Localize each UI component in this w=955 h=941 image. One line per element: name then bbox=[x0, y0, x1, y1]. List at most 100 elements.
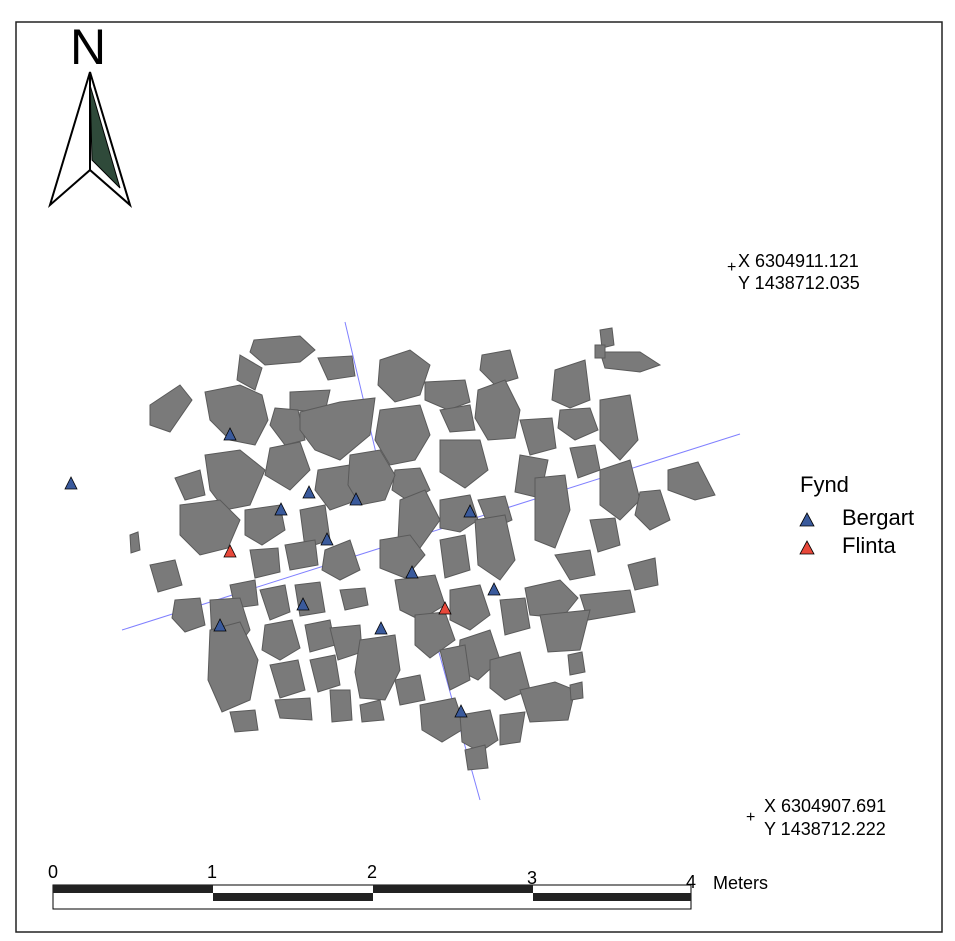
north-arrow-right-half bbox=[89, 71, 132, 209]
finds-layer bbox=[64, 427, 501, 718]
stone bbox=[551, 359, 591, 409]
stone bbox=[439, 439, 489, 489]
stone bbox=[474, 379, 521, 441]
stone bbox=[359, 699, 385, 723]
stone-layer bbox=[129, 327, 716, 771]
coordinate-y: Y 1438712.222 bbox=[764, 819, 886, 839]
scale-bar-segment bbox=[213, 893, 373, 901]
stone bbox=[394, 574, 446, 621]
scale-tick-1: 1 bbox=[207, 862, 217, 882]
find-marker-bergart bbox=[223, 427, 237, 441]
stone bbox=[317, 355, 356, 381]
stone bbox=[204, 449, 266, 511]
stone bbox=[264, 441, 311, 491]
find-marker-bergart bbox=[296, 597, 310, 611]
coordinate-x: X 6304907.691 bbox=[764, 796, 886, 816]
scale-tick-4: 4 bbox=[686, 872, 696, 892]
scale-bar: 0 1 2 3 4 Meters bbox=[48, 862, 768, 910]
find-marker-bergart bbox=[349, 492, 363, 506]
legend-symbol-bergart bbox=[799, 512, 815, 527]
coordinate-y: Y 1438712.035 bbox=[738, 273, 860, 293]
stone bbox=[261, 619, 301, 661]
stone bbox=[524, 579, 579, 619]
stone bbox=[667, 461, 716, 501]
stone bbox=[354, 634, 401, 701]
coordinate-label-top: + X 6304911.121 Y 1438712.035 bbox=[727, 251, 860, 293]
survey-line-ns-north bbox=[344, 321, 381, 471]
stone bbox=[229, 709, 259, 733]
stone bbox=[599, 459, 641, 521]
find-marker-bergart bbox=[487, 582, 501, 596]
stone bbox=[299, 397, 376, 461]
stone bbox=[129, 531, 141, 554]
stone bbox=[567, 651, 586, 676]
stone bbox=[557, 407, 599, 441]
stone bbox=[419, 697, 466, 743]
stone bbox=[439, 644, 471, 691]
find-marker-bergart bbox=[64, 476, 78, 490]
stone bbox=[249, 335, 316, 366]
coordinate-marker: + bbox=[746, 809, 755, 826]
stone bbox=[599, 327, 615, 349]
stone bbox=[294, 581, 326, 617]
stone bbox=[204, 384, 269, 446]
find-marker-bergart bbox=[213, 618, 227, 632]
stone bbox=[174, 469, 206, 501]
scale-unit: Meters bbox=[713, 873, 768, 893]
stone bbox=[149, 559, 183, 593]
stone bbox=[499, 711, 526, 746]
stone bbox=[329, 689, 353, 723]
stone bbox=[397, 489, 441, 549]
stone bbox=[179, 499, 241, 556]
scale-tick-3: 3 bbox=[527, 868, 537, 888]
scale-bar-segment bbox=[533, 893, 691, 901]
legend-label-flinta: Flinta bbox=[842, 533, 897, 558]
legend-title: Fynd bbox=[800, 472, 849, 497]
north-arrow: N bbox=[48, 19, 132, 209]
stone bbox=[459, 709, 499, 753]
stone bbox=[374, 404, 431, 466]
stone bbox=[269, 659, 306, 699]
scale-tick-2: 2 bbox=[367, 862, 377, 882]
stone bbox=[394, 674, 426, 706]
coordinate-label-bottom: + X 6304907.691 Y 1438712.222 bbox=[746, 796, 886, 839]
legend-label-bergart: Bergart bbox=[842, 505, 914, 530]
stone bbox=[589, 517, 621, 553]
coordinate-x: X 6304911.121 bbox=[738, 251, 859, 271]
legend: Fynd Bergart Flinta bbox=[799, 472, 914, 558]
stone bbox=[634, 489, 671, 531]
stone bbox=[339, 587, 369, 611]
stone bbox=[479, 349, 519, 386]
stone bbox=[464, 744, 489, 771]
stone bbox=[599, 394, 639, 461]
stone bbox=[499, 597, 531, 636]
stone bbox=[377, 349, 431, 403]
stone bbox=[236, 354, 263, 391]
find-marker-bergart bbox=[463, 504, 477, 518]
find-marker-bergart bbox=[302, 485, 316, 499]
north-arrow-fill bbox=[89, 84, 121, 189]
stone bbox=[439, 534, 471, 579]
find-marker-flinta bbox=[223, 544, 237, 558]
stone bbox=[259, 584, 291, 621]
stone bbox=[627, 557, 659, 591]
stone bbox=[171, 597, 206, 633]
stone bbox=[569, 681, 584, 701]
stone bbox=[539, 609, 591, 653]
find-marker-bergart bbox=[374, 621, 388, 635]
stone bbox=[519, 681, 576, 723]
find-marker-bergart bbox=[320, 532, 334, 546]
stone bbox=[519, 417, 557, 456]
scale-bar-segment bbox=[373, 885, 533, 893]
stone bbox=[379, 534, 426, 579]
legend-symbol-flinta bbox=[799, 540, 815, 555]
stone bbox=[274, 697, 313, 721]
find-marker-flinta bbox=[438, 601, 452, 615]
stone bbox=[284, 539, 319, 571]
stone bbox=[249, 547, 281, 579]
stone bbox=[489, 651, 531, 701]
stone bbox=[424, 379, 471, 411]
stone bbox=[599, 351, 662, 373]
find-marker-bergart bbox=[405, 565, 419, 579]
